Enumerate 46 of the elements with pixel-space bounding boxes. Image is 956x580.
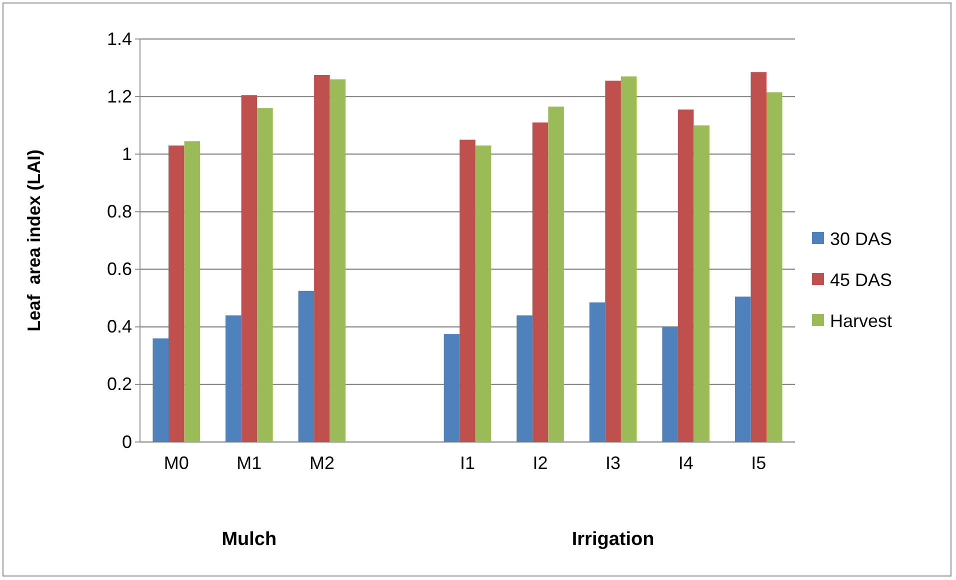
x-tick-label: I1 [460, 452, 476, 473]
bar [548, 106, 564, 442]
y-tick-label: 1.4 [106, 28, 132, 49]
text: Mulch [222, 529, 277, 550]
bar [532, 122, 548, 442]
x-tick-label: M1 [236, 452, 262, 473]
bar [678, 110, 694, 442]
bar [298, 290, 314, 442]
bar [184, 141, 200, 442]
bar [620, 76, 637, 442]
x-tick-label: M2 [309, 452, 334, 473]
bar [734, 296, 751, 442]
bar [694, 125, 710, 442]
bar [589, 302, 606, 442]
bar [168, 146, 184, 442]
y-tick-label: 0.6 [106, 259, 132, 280]
bar [330, 79, 346, 442]
y-tick-label: 0.2 [106, 374, 132, 394]
y-axis-title: Leaf area index (LAI) [24, 149, 44, 332]
y-tick-label: 0 [122, 432, 132, 452]
legend-label: 45 DAS [830, 270, 892, 290]
bar [662, 326, 678, 442]
bar [241, 95, 258, 442]
bar [475, 146, 492, 442]
x-tick-label: I3 [606, 452, 621, 473]
y-tick-label: 0.8 [106, 201, 132, 222]
y-tick-label: 1 [122, 144, 132, 164]
bar [750, 72, 766, 442]
bar [152, 338, 169, 442]
bar [605, 80, 621, 442]
legend-label: 30 DAS [830, 229, 892, 249]
bar [226, 315, 242, 442]
x-tick-label: I4 [678, 452, 694, 473]
bar [516, 315, 532, 442]
text: Irrigation [572, 529, 654, 550]
bar [460, 140, 476, 442]
y-tick-label: 0.4 [106, 316, 132, 337]
bar [766, 92, 782, 442]
y-tick-label: 1.2 [106, 86, 132, 106]
x-tick-label: I5 [751, 452, 766, 473]
bar [314, 74, 330, 442]
x-tick-label: I2 [532, 452, 548, 473]
bar [444, 334, 460, 442]
bar [257, 108, 273, 442]
x-tick-label: M0 [164, 452, 189, 473]
legend-label: Harvest [830, 311, 892, 331]
